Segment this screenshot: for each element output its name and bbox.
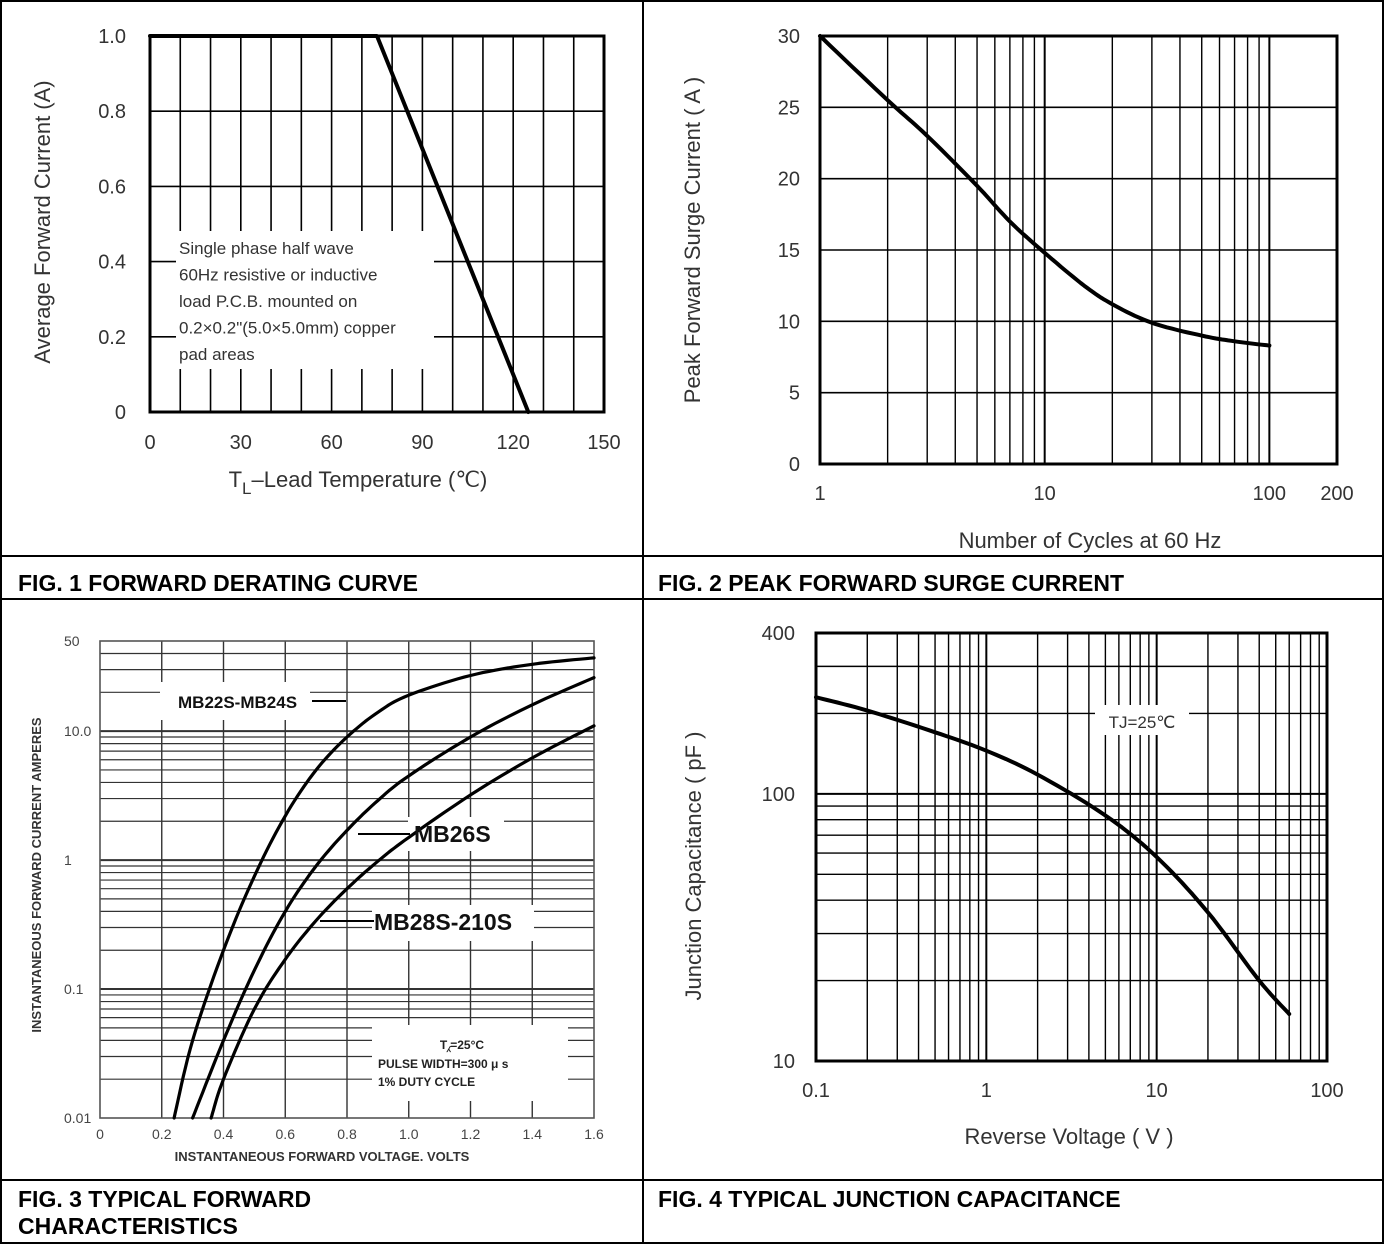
fig3-caption: FIG. 3 TYPICAL FORWARD CHARACTERISTICS — [18, 1186, 311, 1240]
fig2-x-tick-label: 100 — [1253, 483, 1286, 505]
fig1-annotation-line: Single phase half wave — [179, 239, 354, 258]
fig4-y-tick-label: 400 — [762, 623, 795, 645]
fig2-y-tick-label: 0 — [789, 454, 800, 476]
fig2-y-tick-label: 25 — [778, 97, 800, 119]
fig4-x-tick-label: 100 — [1310, 1080, 1343, 1102]
fig1-y-tick-label: 0 — [115, 402, 126, 424]
fig2-y-tick-label: 20 — [778, 169, 800, 191]
fig3-x-tick-label: 0.8 — [337, 1126, 357, 1142]
fig1-x-tick-label: 120 — [497, 432, 530, 454]
fig3-x-axis-label: INSTANTANEOUS FORWARD VOLTAGE. VOLTS — [175, 1149, 470, 1164]
fig3-x-tick-label: 0 — [96, 1126, 104, 1142]
fig3-x-tick-label: 0.2 — [152, 1126, 172, 1142]
fig2-caption: FIG. 2 PEAK FORWARD SURGE CURRENT — [658, 570, 1124, 597]
fig3-caption-line2: CHARACTERISTICS — [18, 1213, 311, 1240]
fig3-x-tick-label: 1.2 — [461, 1126, 481, 1142]
fig4-junction-capacitance-chart: TJ=25℃ 0.1 1 10 100 10 100 400 Reverse Voltage (… — [643, 599, 1384, 1180]
fig3-forward-characteristics-chart: MB22S-MB24S MB26S MB28S-210S T⁁=25°C PULSE W… — [0, 599, 643, 1180]
fig2-x-axis-label: Number of Cycles at 60 Hz — [959, 528, 1222, 553]
fig1-y-tick-label: 0.8 — [98, 101, 126, 123]
fig1-annotation-line: pad areas — [179, 345, 255, 364]
fig2-y-tick-label: 15 — [778, 240, 800, 262]
fig1-y-tick-label: 0.4 — [98, 252, 126, 274]
fig1-x-tick-label: 60 — [320, 432, 342, 454]
fig4-x-axis-label: Reverse Voltage ( V ) — [964, 1124, 1173, 1149]
fig1-x-label-sub: L — [242, 479, 251, 498]
fig1-derating-chart: Single phase half wave 60Hz resistive or … — [0, 0, 643, 556]
fig3-y-tick-label: 50 — [64, 633, 80, 649]
fig1-y-tick-label: 0.2 — [98, 327, 126, 349]
fig1-x-tick-label: 0 — [144, 432, 155, 454]
fig1-annotation-line: load P.C.B. mounted on — [179, 292, 357, 311]
fig1-annotation-line: 0.2×0.2"(5.0×5.0mm) copper — [179, 319, 396, 338]
fig4-x-tick-label: 0.1 — [802, 1080, 830, 1102]
fig1-x-axis-label: TL–Lead Temperature (℃) — [229, 467, 488, 498]
fig1-annotation-line: 60Hz resistive or inductive — [179, 266, 377, 285]
fig3-annotation-line: PULSE WIDTH=300 μ s — [378, 1057, 509, 1071]
fig2-y-axis-label: Peak Forward Surge Current ( A ) — [680, 77, 705, 403]
fig3-y-tick-label: 10.0 — [64, 723, 91, 739]
fig1-y-tick-label: 1.0 — [98, 26, 126, 48]
fig4-x-tick-label: 10 — [1146, 1080, 1168, 1102]
fig2-y-tick-label: 30 — [778, 26, 800, 48]
fig4-y-tick-label: 10 — [773, 1051, 795, 1073]
fig2-x-tick-label: 10 — [1034, 483, 1056, 505]
fig3-x-tick-label: 1.0 — [399, 1126, 419, 1142]
fig2-x-tick-label: 200 — [1320, 483, 1353, 505]
fig1-x-tick-label: 150 — [587, 432, 620, 454]
fig1-x-tick-label: 90 — [411, 432, 433, 454]
fig1-x-label-main: T — [229, 467, 242, 492]
fig4-y-axis-label: Junction Capacitance ( pF ) — [681, 731, 706, 1000]
fig4-y-tick-label: 100 — [762, 784, 795, 806]
fig3-x-tick-label: 0.4 — [214, 1126, 234, 1142]
fig3-y-axis-label: INSTANTANEOUS FORWARD CURRENT AMPERES — [29, 717, 44, 1032]
fig3-x-tick-label: 1.6 — [584, 1126, 604, 1142]
fig4-x-tick-label: 1 — [981, 1080, 992, 1102]
fig1-caption: FIG. 1 FORWARD DERATING CURVE — [18, 570, 418, 597]
fig4-plot-border — [816, 633, 1327, 1061]
fig3-y-tick-label: 1 — [64, 852, 72, 868]
fig1-x-label-rest: –Lead Temperature (℃) — [252, 467, 488, 492]
fig2-y-tick-label: 5 — [789, 383, 800, 405]
fig1-y-tick-label: 0.6 — [98, 176, 126, 198]
fig2-y-tick-label: 10 — [778, 311, 800, 333]
fig3-series-label-3: MB28S-210S — [374, 909, 512, 935]
fig3-y-tick-label: 0.01 — [64, 1110, 91, 1126]
fig3-series-label-1: MB22S-MB24S — [178, 693, 297, 712]
fig3-y-tick-label: 0.1 — [64, 981, 84, 997]
fig3-caption-line1: FIG. 3 TYPICAL FORWARD — [18, 1186, 311, 1213]
fig2-x-tick-label: 1 — [814, 483, 825, 505]
fig1-y-axis-label: Average Forward Current (A) — [30, 80, 55, 363]
fig3-x-tick-label: 0.6 — [276, 1126, 296, 1142]
fig4-capacitance-curve — [816, 697, 1289, 1014]
fig1-x-tick-label: 30 — [230, 432, 252, 454]
fig3-annotation-line: 1% DUTY CYCLE — [378, 1075, 475, 1089]
fig3-annotation-line: T⁁=25°C — [440, 1038, 484, 1053]
fig4-caption: FIG. 4 TYPICAL JUNCTION CAPACITANCE — [658, 1186, 1121, 1213]
fig4-annotation: TJ=25℃ — [1109, 713, 1176, 732]
fig3-series-label-2: MB26S — [414, 821, 491, 847]
fig3-x-tick-label: 1.4 — [523, 1126, 543, 1142]
fig2-surge-chart: 1 10 100 200 0 5 10 15 20 25 30 Number of Cycles at… — [643, 0, 1384, 556]
